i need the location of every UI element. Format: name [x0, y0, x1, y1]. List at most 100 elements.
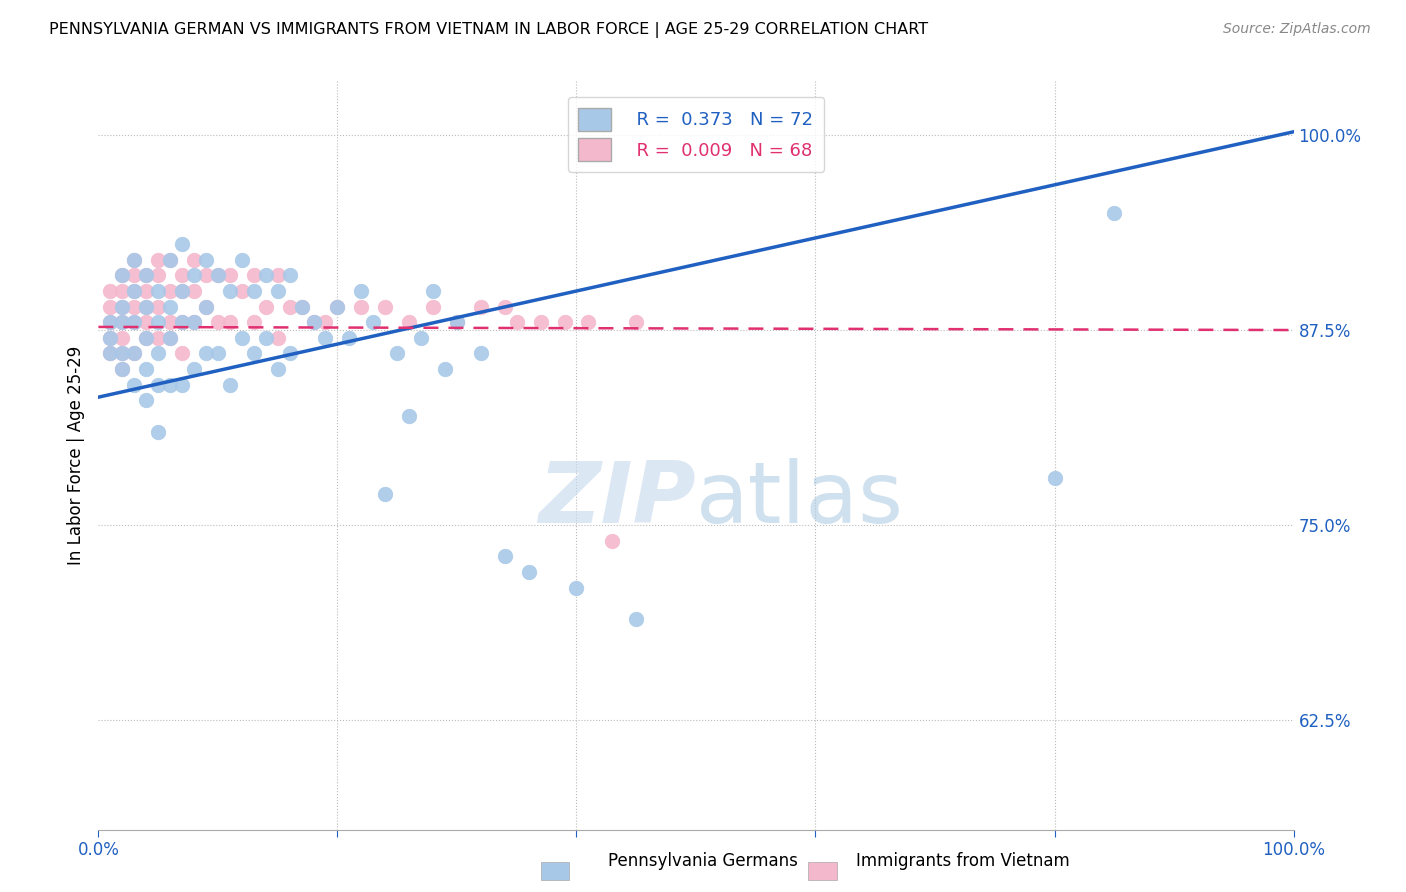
Point — [267, 268, 290, 283]
Point — [398, 315, 420, 329]
Point — [159, 252, 181, 267]
Point — [111, 268, 134, 283]
Point — [494, 549, 516, 564]
Point — [195, 268, 218, 283]
Text: Pennsylvania Germans: Pennsylvania Germans — [607, 852, 799, 870]
Point — [135, 300, 157, 314]
Point — [148, 315, 170, 329]
Point — [98, 346, 122, 360]
Point — [1043, 471, 1066, 485]
Point — [148, 377, 170, 392]
Point — [219, 377, 242, 392]
Point — [291, 300, 314, 314]
Text: Immigrants from Vietnam: Immigrants from Vietnam — [856, 852, 1070, 870]
Point — [267, 331, 290, 345]
Point — [135, 315, 157, 329]
Point — [124, 284, 146, 298]
Point — [124, 252, 146, 267]
Point — [98, 284, 122, 298]
Point — [183, 268, 205, 283]
Point — [172, 377, 194, 392]
Point — [350, 300, 373, 314]
Point — [446, 315, 468, 329]
Point — [422, 300, 444, 314]
Point — [326, 300, 349, 314]
Point — [207, 268, 229, 283]
Point — [159, 331, 181, 345]
Point — [183, 315, 205, 329]
Point — [111, 362, 134, 376]
Point — [183, 252, 205, 267]
Point — [506, 315, 529, 329]
Point — [374, 487, 396, 501]
Point — [231, 331, 253, 345]
Point — [207, 315, 229, 329]
Point — [124, 300, 146, 314]
Point — [231, 284, 253, 298]
Point — [148, 300, 170, 314]
Point — [148, 331, 170, 345]
Point — [422, 284, 444, 298]
Point — [578, 315, 600, 329]
Point — [302, 315, 325, 329]
Point — [195, 300, 218, 314]
Point — [148, 425, 170, 439]
Point — [135, 362, 157, 376]
Point — [111, 300, 134, 314]
Point — [530, 315, 553, 329]
Point — [111, 362, 134, 376]
Point — [124, 315, 146, 329]
Point — [254, 331, 277, 345]
Point — [183, 362, 205, 376]
Point — [111, 346, 134, 360]
Point — [254, 300, 277, 314]
Point — [135, 331, 157, 345]
Point — [195, 300, 218, 314]
Point — [243, 346, 266, 360]
Point — [243, 284, 266, 298]
Point — [135, 300, 157, 314]
Point — [135, 393, 157, 408]
Point — [124, 284, 146, 298]
Point — [350, 284, 373, 298]
Point — [124, 377, 146, 392]
Point — [243, 315, 266, 329]
Point — [470, 300, 492, 314]
Point — [434, 362, 457, 376]
Point — [98, 346, 122, 360]
Text: Source: ZipAtlas.com: Source: ZipAtlas.com — [1223, 22, 1371, 37]
Point — [207, 346, 229, 360]
Point — [1104, 206, 1126, 220]
Point — [124, 268, 146, 283]
Point — [172, 284, 194, 298]
Point — [374, 300, 396, 314]
Point — [148, 268, 170, 283]
Point — [98, 315, 122, 329]
Point — [172, 315, 194, 329]
Point — [159, 377, 181, 392]
Point — [172, 284, 194, 298]
Point — [111, 331, 134, 345]
Point — [517, 565, 540, 579]
Point — [98, 331, 122, 345]
Point — [124, 315, 146, 329]
Point — [172, 346, 194, 360]
Point — [172, 268, 194, 283]
Point — [254, 268, 277, 283]
Point — [411, 331, 433, 345]
Point — [124, 346, 146, 360]
Point — [172, 315, 194, 329]
Point — [183, 315, 205, 329]
Point — [626, 612, 648, 626]
Point — [159, 315, 181, 329]
Y-axis label: In Labor Force | Age 25-29: In Labor Force | Age 25-29 — [66, 345, 84, 565]
Point — [148, 346, 170, 360]
Point — [219, 284, 242, 298]
Point — [159, 284, 181, 298]
Point — [398, 409, 420, 423]
Point — [470, 346, 492, 360]
Point — [565, 581, 588, 595]
Point — [98, 300, 122, 314]
Point — [494, 300, 516, 314]
Point — [291, 300, 314, 314]
